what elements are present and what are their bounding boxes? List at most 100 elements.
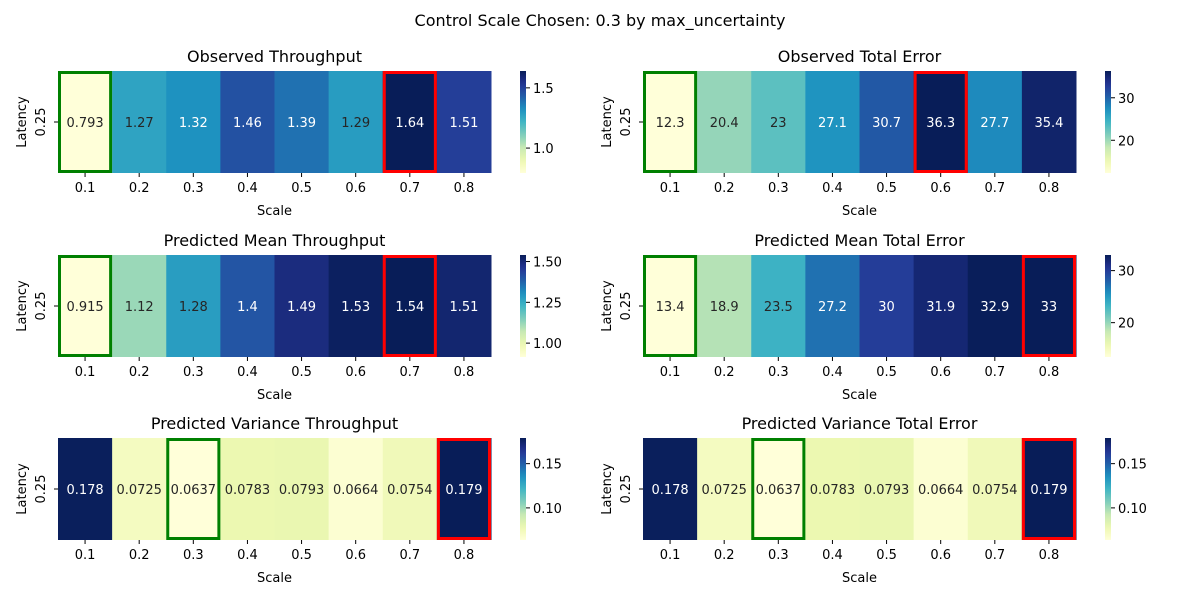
colorbar <box>520 71 526 173</box>
heatmap-cell <box>436 71 492 173</box>
cell-label: 30 <box>878 300 895 315</box>
cell-label: 18.9 <box>710 300 739 315</box>
heatmap-panel: Observed Throughput 0.793 1.27 1.32 1.46 1.39… <box>15 47 554 219</box>
x-tick-label: 0.4 <box>237 365 258 380</box>
cell-label: 0.0664 <box>333 483 379 498</box>
heatmap-cell <box>166 438 221 540</box>
heatmap-cell <box>913 71 969 173</box>
heatmap-cell <box>859 71 915 173</box>
x-tick-label: 0.6 <box>345 548 366 563</box>
min-highlight-box <box>643 255 698 357</box>
panel-title: Observed Total Error <box>778 47 942 66</box>
x-tick-label: 0.4 <box>822 365 843 380</box>
x-axis-label: Scale <box>842 388 877 403</box>
heatmap-panel: Predicted Variance Throughput 0.178 0.0725… <box>15 414 562 586</box>
cell-label: 35.4 <box>1034 116 1063 131</box>
heatmap-cell <box>1021 438 1077 540</box>
x-tick-label: 0.6 <box>930 365 951 380</box>
colorbar <box>520 438 526 540</box>
x-tick-label: 0.5 <box>291 181 312 196</box>
cell-label: 0.0637 <box>756 483 802 498</box>
x-tick-label: 0.4 <box>822 548 843 563</box>
y-axis-label: Latency <box>600 463 615 515</box>
heatmap-cell <box>328 71 384 173</box>
x-tick-label: 0.5 <box>876 548 897 563</box>
cell-label: 27.1 <box>818 116 847 131</box>
heatmap-cell <box>328 438 384 540</box>
x-tick-label: 0.2 <box>129 365 150 380</box>
x-tick-label: 0.3 <box>768 181 789 196</box>
heatmap-cell <box>805 71 860 173</box>
cell-label: 1.51 <box>449 300 478 315</box>
colorbar-tick-label: 1.50 <box>533 256 562 271</box>
x-tick-label: 0.7 <box>399 548 420 563</box>
x-tick-label: 0.5 <box>291 548 312 563</box>
heatmap-cell <box>805 255 860 357</box>
y-tick-label: 0.25 <box>34 475 49 504</box>
cell-label: 0.0725 <box>701 483 747 498</box>
y-axis-label: Latency <box>15 280 30 332</box>
x-tick-label: 0.2 <box>129 181 150 196</box>
heatmap-cell <box>58 71 113 173</box>
heatmap-cell <box>220 255 275 357</box>
cell-label: 1.4 <box>237 300 258 315</box>
x-tick-label: 0.2 <box>714 181 735 196</box>
heatmap-panel: Predicted Variance Total Error 0.178 0.072… <box>600 414 1147 586</box>
x-tick-label: 0.6 <box>345 181 366 196</box>
min-highlight-box <box>58 71 113 173</box>
cell-label: 20.4 <box>710 116 739 131</box>
heatmap-cell <box>58 438 113 540</box>
cell-label: 0.179 <box>445 483 482 498</box>
x-tick-label: 0.1 <box>660 365 681 380</box>
x-tick-label: 0.1 <box>75 365 96 380</box>
heatmap-panel: Predicted Mean Total Error 13.4 18.9 23.5 27… <box>600 231 1135 403</box>
panel-title: Predicted Mean Total Error <box>754 231 965 250</box>
cell-label: 0.915 <box>66 300 103 315</box>
min-highlight-box <box>166 438 221 540</box>
heatmap-cell <box>805 438 860 540</box>
heatmap-cell <box>751 438 806 540</box>
x-tick-label: 0.5 <box>876 181 897 196</box>
cell-label: 0.178 <box>651 483 688 498</box>
x-tick-label: 0.1 <box>75 181 96 196</box>
cell-label: 0.0783 <box>810 483 856 498</box>
cell-label: 0.0725 <box>116 483 162 498</box>
cell-label: 1.12 <box>125 300 154 315</box>
x-tick-label: 0.7 <box>399 181 420 196</box>
max-highlight-box <box>436 438 491 540</box>
heatmap-cell <box>166 71 221 173</box>
heatmap-cell <box>751 255 806 357</box>
heatmap-cell <box>751 71 806 173</box>
max-highlight-box <box>382 255 437 357</box>
heatmap-panel: Observed Total Error 12.3 20.4 23 27.1 30.7 36… <box>600 47 1135 219</box>
cell-label: 32.9 <box>980 300 1009 315</box>
cell-label: 27.2 <box>818 300 847 315</box>
x-axis-label: Scale <box>257 388 292 403</box>
x-tick-label: 0.6 <box>930 548 951 563</box>
colorbar-tick-label: 0.10 <box>533 502 562 517</box>
x-axis-label: Scale <box>842 571 877 586</box>
cell-label: 31.9 <box>926 300 955 315</box>
heatmap-cell <box>382 255 438 357</box>
y-tick-label: 0.25 <box>619 475 634 504</box>
cell-label: 27.7 <box>980 116 1009 131</box>
heatmap-cell <box>643 255 698 357</box>
cell-label: 1.46 <box>233 116 262 131</box>
x-tick-label: 0.3 <box>183 365 204 380</box>
x-tick-label: 0.8 <box>454 548 475 563</box>
cell-label: 0.793 <box>66 116 103 131</box>
cell-label: 33 <box>1041 300 1058 315</box>
heatmap-cell <box>643 438 698 540</box>
max-highlight-box <box>382 71 437 173</box>
x-tick-label: 0.4 <box>237 548 258 563</box>
cell-label: 0.0783 <box>225 483 271 498</box>
cell-label: 13.4 <box>656 300 685 315</box>
cell-label: 1.54 <box>395 300 424 315</box>
y-axis-label: Latency <box>15 96 30 148</box>
x-tick-label: 0.4 <box>237 181 258 196</box>
panel-title: Predicted Variance Throughput <box>151 414 398 433</box>
x-tick-label: 0.8 <box>1039 548 1060 563</box>
heatmap-panel: Predicted Mean Throughput 0.915 1.12 1.28 1.… <box>15 231 562 403</box>
y-tick-label: 0.25 <box>619 108 634 137</box>
colorbar <box>1105 438 1111 540</box>
